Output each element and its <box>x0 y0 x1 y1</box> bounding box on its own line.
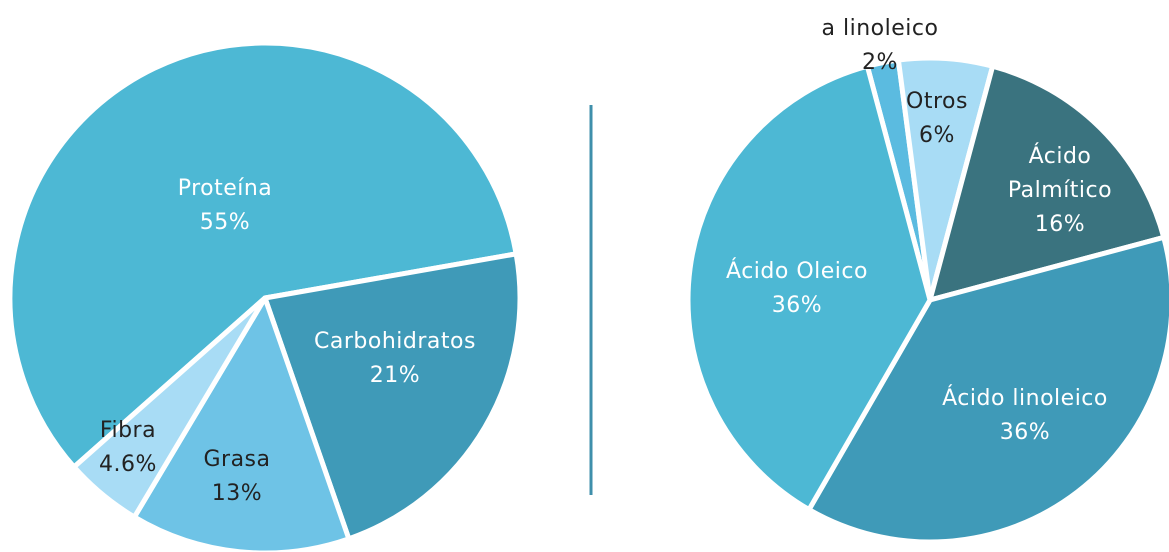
slice-label: Fibra 4.6% <box>78 414 178 482</box>
slice-name: Fibra <box>99 418 157 443</box>
pie-slice <box>927 63 1167 303</box>
pie-slice <box>262 251 523 542</box>
slice-name: Otros <box>906 89 968 114</box>
slice-value: 13% <box>211 481 263 506</box>
slice-name: Ácido Oleico <box>726 259 868 284</box>
slice-label: Ácido linoleico 36% <box>905 382 1145 450</box>
slice-value: 36% <box>999 420 1051 445</box>
slice-value: 36% <box>771 293 823 318</box>
slice-name: Grasa <box>203 447 271 472</box>
slice-name: a linoleico <box>821 16 939 41</box>
slice-name: Ácido Palmítico <box>1007 144 1113 203</box>
slice-label: Ácido Oleico 36% <box>697 255 897 323</box>
slice-name: Ácido linoleico <box>942 386 1108 411</box>
slice-label: Ácido Palmítico 16% <box>995 140 1125 242</box>
slice-label: Otros 6% <box>897 85 977 153</box>
slice-name: Carbohidratos <box>314 329 476 354</box>
slice-value: 6% <box>919 123 955 148</box>
slice-value: 4.6% <box>99 452 157 477</box>
slice-value: 16% <box>1034 212 1086 237</box>
pie-slice <box>685 63 933 513</box>
slice-value: 55% <box>199 210 251 235</box>
slice-label: Proteína 55% <box>125 172 325 240</box>
slice-name: Proteína <box>177 176 273 201</box>
slice-label: a linoleico 2% <box>800 12 960 80</box>
pie-slice <box>71 295 268 520</box>
slice-value: 21% <box>369 363 421 388</box>
slice-label: Grasa 13% <box>177 443 297 511</box>
pie-slice <box>806 234 1169 545</box>
pie-slice <box>7 40 519 470</box>
slice-label: Carbohidratos 21% <box>285 325 505 393</box>
slice-value: 2% <box>862 50 898 75</box>
